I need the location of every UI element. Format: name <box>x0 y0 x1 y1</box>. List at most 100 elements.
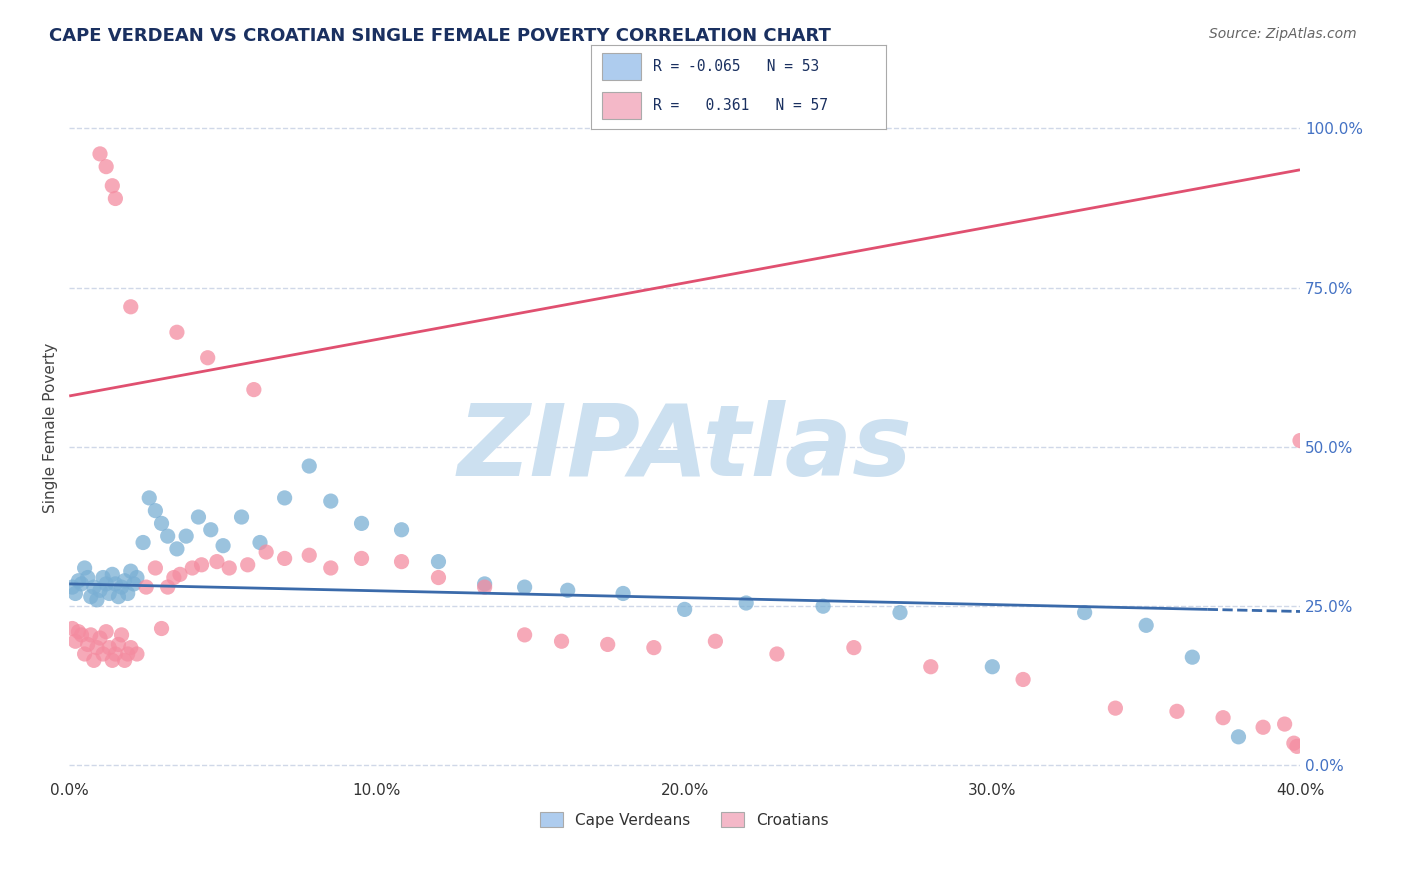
Point <box>83 580 105 594</box>
Point <box>117 586 139 600</box>
FancyBboxPatch shape <box>602 54 641 80</box>
Point <box>101 178 124 193</box>
Point <box>169 567 191 582</box>
Point <box>96 624 118 639</box>
Point <box>513 580 536 594</box>
Point <box>254 545 277 559</box>
Point <box>156 529 179 543</box>
Point <box>205 555 228 569</box>
Point <box>117 647 139 661</box>
Y-axis label: Single Female Poverty: Single Female Poverty <box>44 343 58 513</box>
Point <box>60 622 83 636</box>
Point <box>114 653 136 667</box>
Point <box>550 634 572 648</box>
Point <box>96 160 118 174</box>
Point <box>735 596 758 610</box>
Point <box>1166 704 1188 718</box>
Point <box>181 561 204 575</box>
Point <box>1274 717 1296 731</box>
Text: CAPE VERDEAN VS CROATIAN SINGLE FEMALE POVERTY CORRELATION CHART: CAPE VERDEAN VS CROATIAN SINGLE FEMALE P… <box>49 27 831 45</box>
Point <box>125 647 148 661</box>
Point <box>101 653 124 667</box>
Point <box>174 529 197 543</box>
Point <box>889 606 911 620</box>
Point <box>80 590 103 604</box>
Point <box>135 580 157 594</box>
Point <box>1227 730 1250 744</box>
Point <box>104 577 127 591</box>
Point <box>811 599 834 614</box>
Point <box>101 567 124 582</box>
Point <box>107 637 129 651</box>
Point <box>76 570 98 584</box>
Point <box>427 555 450 569</box>
Point <box>163 570 186 584</box>
Point <box>150 622 173 636</box>
Point <box>249 535 271 549</box>
Point <box>1073 606 1095 620</box>
Point <box>73 561 96 575</box>
Point <box>89 147 111 161</box>
Point <box>273 491 295 505</box>
Point <box>86 640 108 655</box>
Point <box>350 551 373 566</box>
Point <box>1251 720 1274 734</box>
FancyBboxPatch shape <box>602 92 641 120</box>
Point <box>89 631 111 645</box>
Point <box>212 539 235 553</box>
Point <box>89 583 111 598</box>
Point <box>73 647 96 661</box>
Point <box>319 494 342 508</box>
Point <box>145 561 167 575</box>
Text: R = -0.065   N = 53: R = -0.065 N = 53 <box>652 59 818 74</box>
Point <box>273 551 295 566</box>
Point <box>83 653 105 667</box>
Point <box>104 647 127 661</box>
Point <box>150 516 173 531</box>
Point <box>981 659 1004 673</box>
Text: Source: ZipAtlas.com: Source: ZipAtlas.com <box>1209 27 1357 41</box>
Point <box>70 628 93 642</box>
Point <box>427 570 450 584</box>
Point <box>1282 736 1305 750</box>
Point <box>474 577 496 591</box>
Point <box>298 548 321 562</box>
Point <box>197 351 219 365</box>
Point <box>190 558 212 572</box>
Point <box>104 192 127 206</box>
Point <box>474 580 496 594</box>
Point <box>596 637 619 651</box>
Point <box>110 628 132 642</box>
Point <box>557 583 579 598</box>
Point <box>120 300 142 314</box>
Point <box>166 326 188 340</box>
Point <box>110 580 132 594</box>
Point <box>243 383 266 397</box>
Point <box>86 592 108 607</box>
Point <box>120 564 142 578</box>
Point <box>65 586 87 600</box>
Point <box>96 577 118 591</box>
Point <box>298 458 321 473</box>
Point <box>107 590 129 604</box>
Point <box>156 580 179 594</box>
Point <box>1212 711 1234 725</box>
Point <box>122 577 145 591</box>
Point <box>920 659 942 673</box>
Point <box>70 577 93 591</box>
Point <box>132 535 155 549</box>
Point <box>1104 701 1126 715</box>
Point <box>98 586 121 600</box>
Point <box>114 574 136 588</box>
Text: R =   0.361   N = 57: R = 0.361 N = 57 <box>652 98 828 113</box>
Point <box>218 561 240 575</box>
Point <box>187 510 209 524</box>
Point <box>766 647 789 661</box>
Point <box>76 637 98 651</box>
Point <box>673 602 696 616</box>
Point <box>350 516 373 531</box>
Point <box>236 558 259 572</box>
Point <box>80 628 103 642</box>
Point <box>1285 739 1308 754</box>
Legend: Cape Verdeans, Croatians: Cape Verdeans, Croatians <box>534 805 835 834</box>
